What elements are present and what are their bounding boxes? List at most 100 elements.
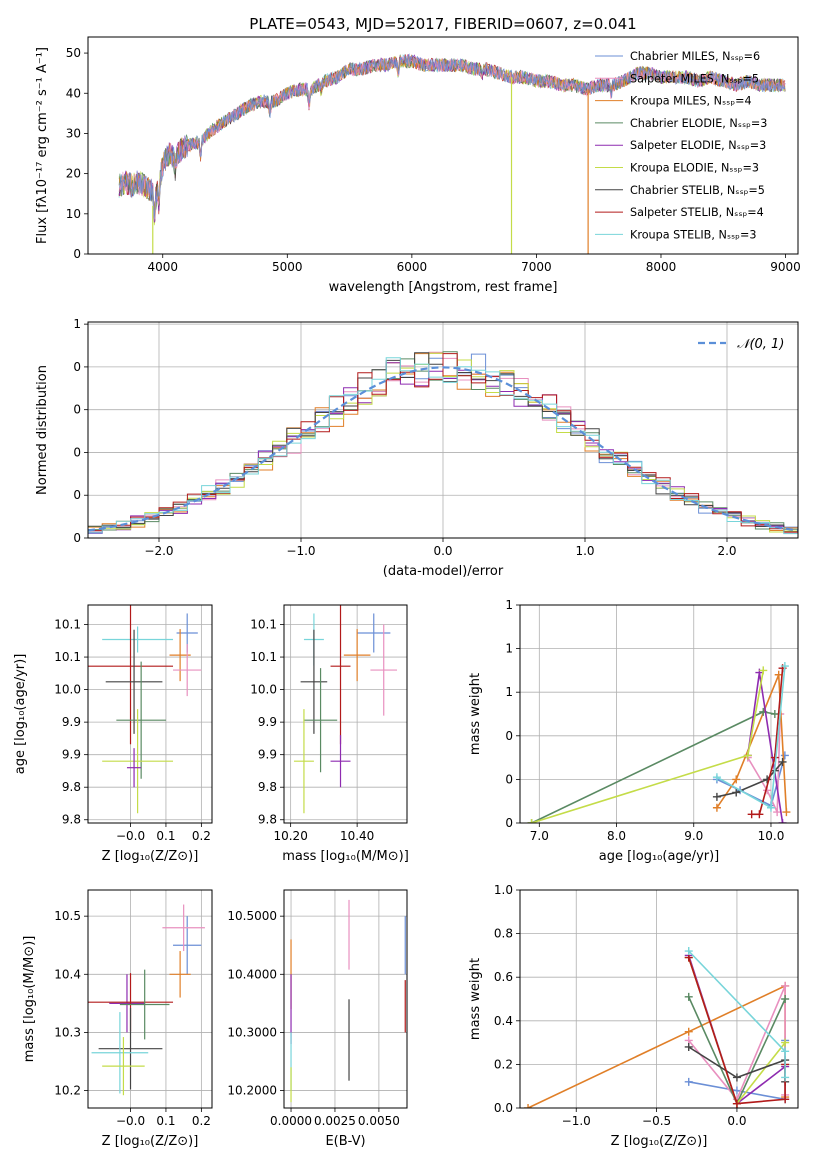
errorbar-point: [88, 605, 174, 745]
axes-frame: [283, 889, 408, 1109]
y-tick-label: 10: [66, 207, 81, 221]
weight-marker: [712, 803, 721, 812]
x-tick-label: 9000: [770, 260, 801, 274]
y-tick-label: 10.2: [54, 1084, 81, 1098]
weight-marker: [781, 1038, 790, 1047]
grid-mass-vs-Z: [88, 890, 212, 1108]
weight-marker: [770, 710, 779, 718]
x-axis-label: (data-model)/error: [383, 564, 504, 579]
plot-area-age-vs-mass: [293, 605, 398, 814]
errorbar-point: [293, 709, 314, 814]
y-axis-label: mass weight: [468, 958, 483, 1040]
x-tick-label: 7.0: [530, 829, 549, 843]
weight-line: [531, 670, 765, 823]
plot-area-spectrum: [118, 53, 786, 254]
y-tick-label: 10.4000: [227, 967, 277, 981]
y-tick-label: 9.8: [62, 813, 81, 827]
weight-marker: [732, 788, 741, 797]
legend-label: Salpeter ELODIE, Nₛₛₚ=3: [630, 139, 766, 152]
errorbar-point: [98, 1008, 163, 1090]
weight-marker: [732, 1099, 741, 1108]
y-tick-label: 50: [66, 46, 81, 60]
y-tick-label: 10.1: [250, 618, 277, 632]
y-tick-label: 10.5000: [227, 909, 277, 923]
grid-mass-vs-EBV: [284, 890, 407, 1108]
y-tick-label: 10.3: [54, 1025, 81, 1039]
y-tick-label: 0.6: [494, 970, 513, 984]
legend-label: Salpeter MILES, Nₛₛₚ=5: [630, 72, 759, 85]
y-tick-label: 1: [505, 642, 513, 656]
axes-frame: [519, 604, 799, 824]
y-tick-label: 0: [505, 816, 513, 830]
weight-marker: [712, 773, 721, 782]
y-tick-label: 10.5: [54, 909, 81, 923]
x-tick-label: 8000: [646, 260, 677, 274]
x-tick-label: 10.20: [273, 829, 307, 843]
y-tick-label: 0: [73, 445, 81, 459]
chart-title: PLATE=0543, MJD=52017, FIBERID=0607, z=0…: [249, 15, 636, 33]
panel-spectrum: 4000 5000 6000 7000 8000 9000 0 10 20 30 40 50 wavel…: [35, 15, 801, 295]
legend-label: Chabrier STELIB, Nₛₛₚ=5: [630, 184, 765, 197]
weight-marker: [781, 1073, 790, 1082]
axes-frame: [87, 889, 213, 1109]
plot-area-mass-vs-EBV: [290, 899, 406, 1103]
y-tick-label: 0: [73, 531, 81, 545]
errorbar-point: [162, 904, 205, 952]
errorbar-point: [330, 605, 351, 745]
weight-marker: [770, 753, 779, 762]
y-tick-label: 10.4: [54, 967, 81, 981]
x-tick-label: 7000: [521, 260, 552, 274]
errorbar-point: [109, 974, 145, 1033]
y-tick-label: 0: [73, 488, 81, 502]
errorbar-point: [300, 629, 328, 734]
histogram-step: [88, 357, 798, 538]
y-axis-label: Flux [fλ10⁻¹⁷ erg cm⁻² s⁻¹ A⁻¹]: [35, 47, 50, 244]
errorbar-point: [91, 1012, 149, 1094]
y-axis-label: mass [log₁₀(M/M⊙)]: [22, 936, 37, 1063]
weight-line: [716, 674, 788, 813]
x-tick-label: 2.0: [717, 544, 736, 558]
y-tick-label: 0: [73, 247, 81, 261]
plot-area-residuals: [88, 351, 798, 538]
weight-marker: [755, 810, 764, 819]
axes-frame: [87, 604, 213, 824]
y-tick-label: 0.0: [494, 1101, 513, 1115]
panel-weight-vs-age: 7.0 8.0 9.0 10.0 0 0 0 1 1 1 age [log₁₀(age/yr)] ma…: [468, 598, 799, 864]
weight-marker: [781, 1047, 790, 1056]
x-tick-label: 0.0025: [314, 1114, 356, 1128]
y-tick-label: 9.8: [258, 813, 277, 827]
legend-label: Kroupa ELODIE, Nₛₛₚ=3: [630, 162, 759, 175]
y-axis-label: mass weight: [468, 673, 483, 755]
y-tick-label: 1.0: [494, 883, 513, 897]
errorbar-point: [330, 735, 351, 788]
x-tick-label: 0.0: [433, 544, 452, 558]
errorbar-point: [303, 668, 338, 773]
y-tick-label: 0: [505, 729, 513, 743]
x-tick-label: 0.0: [727, 1114, 746, 1128]
errorbar-point: [357, 613, 391, 653]
x-tick-label: −0.0: [116, 1114, 145, 1128]
x-tick-label: 10.40: [340, 829, 374, 843]
errorbar-point: [173, 916, 202, 975]
grid-weight-vs-age: [520, 604, 798, 824]
weight-marker: [766, 803, 775, 812]
legend-label: Kroupa MILES, Nₛₛₚ=4: [630, 95, 752, 108]
spectrum-line: [119, 53, 786, 219]
weight-marker: [781, 981, 790, 990]
x-tick-label: 4000: [147, 260, 178, 274]
x-tick-label: 1.0: [575, 544, 594, 558]
x-axis-label: wavelength [Angstrom, rest frame]: [329, 280, 558, 295]
plot-area-mass-vs-Z: [88, 904, 205, 1096]
y-tick-label: 0: [73, 403, 81, 417]
weight-marker: [781, 1095, 790, 1104]
y-tick-label: 9.9: [258, 748, 277, 762]
weight-marker: [780, 662, 789, 671]
x-axis-label: E(B-V): [325, 1134, 365, 1149]
errorbar-point: [116, 661, 166, 779]
y-tick-label: 10.1: [54, 618, 81, 632]
y-tick-label: 0.8: [494, 927, 513, 941]
y-tick-label: 10.0: [250, 683, 277, 697]
plot-area-weight-vs-Z: [524, 947, 790, 1108]
x-axis-label: mass [log₁₀(M/M⊙)]: [282, 849, 409, 864]
grid-age-vs-Z: [88, 605, 212, 823]
